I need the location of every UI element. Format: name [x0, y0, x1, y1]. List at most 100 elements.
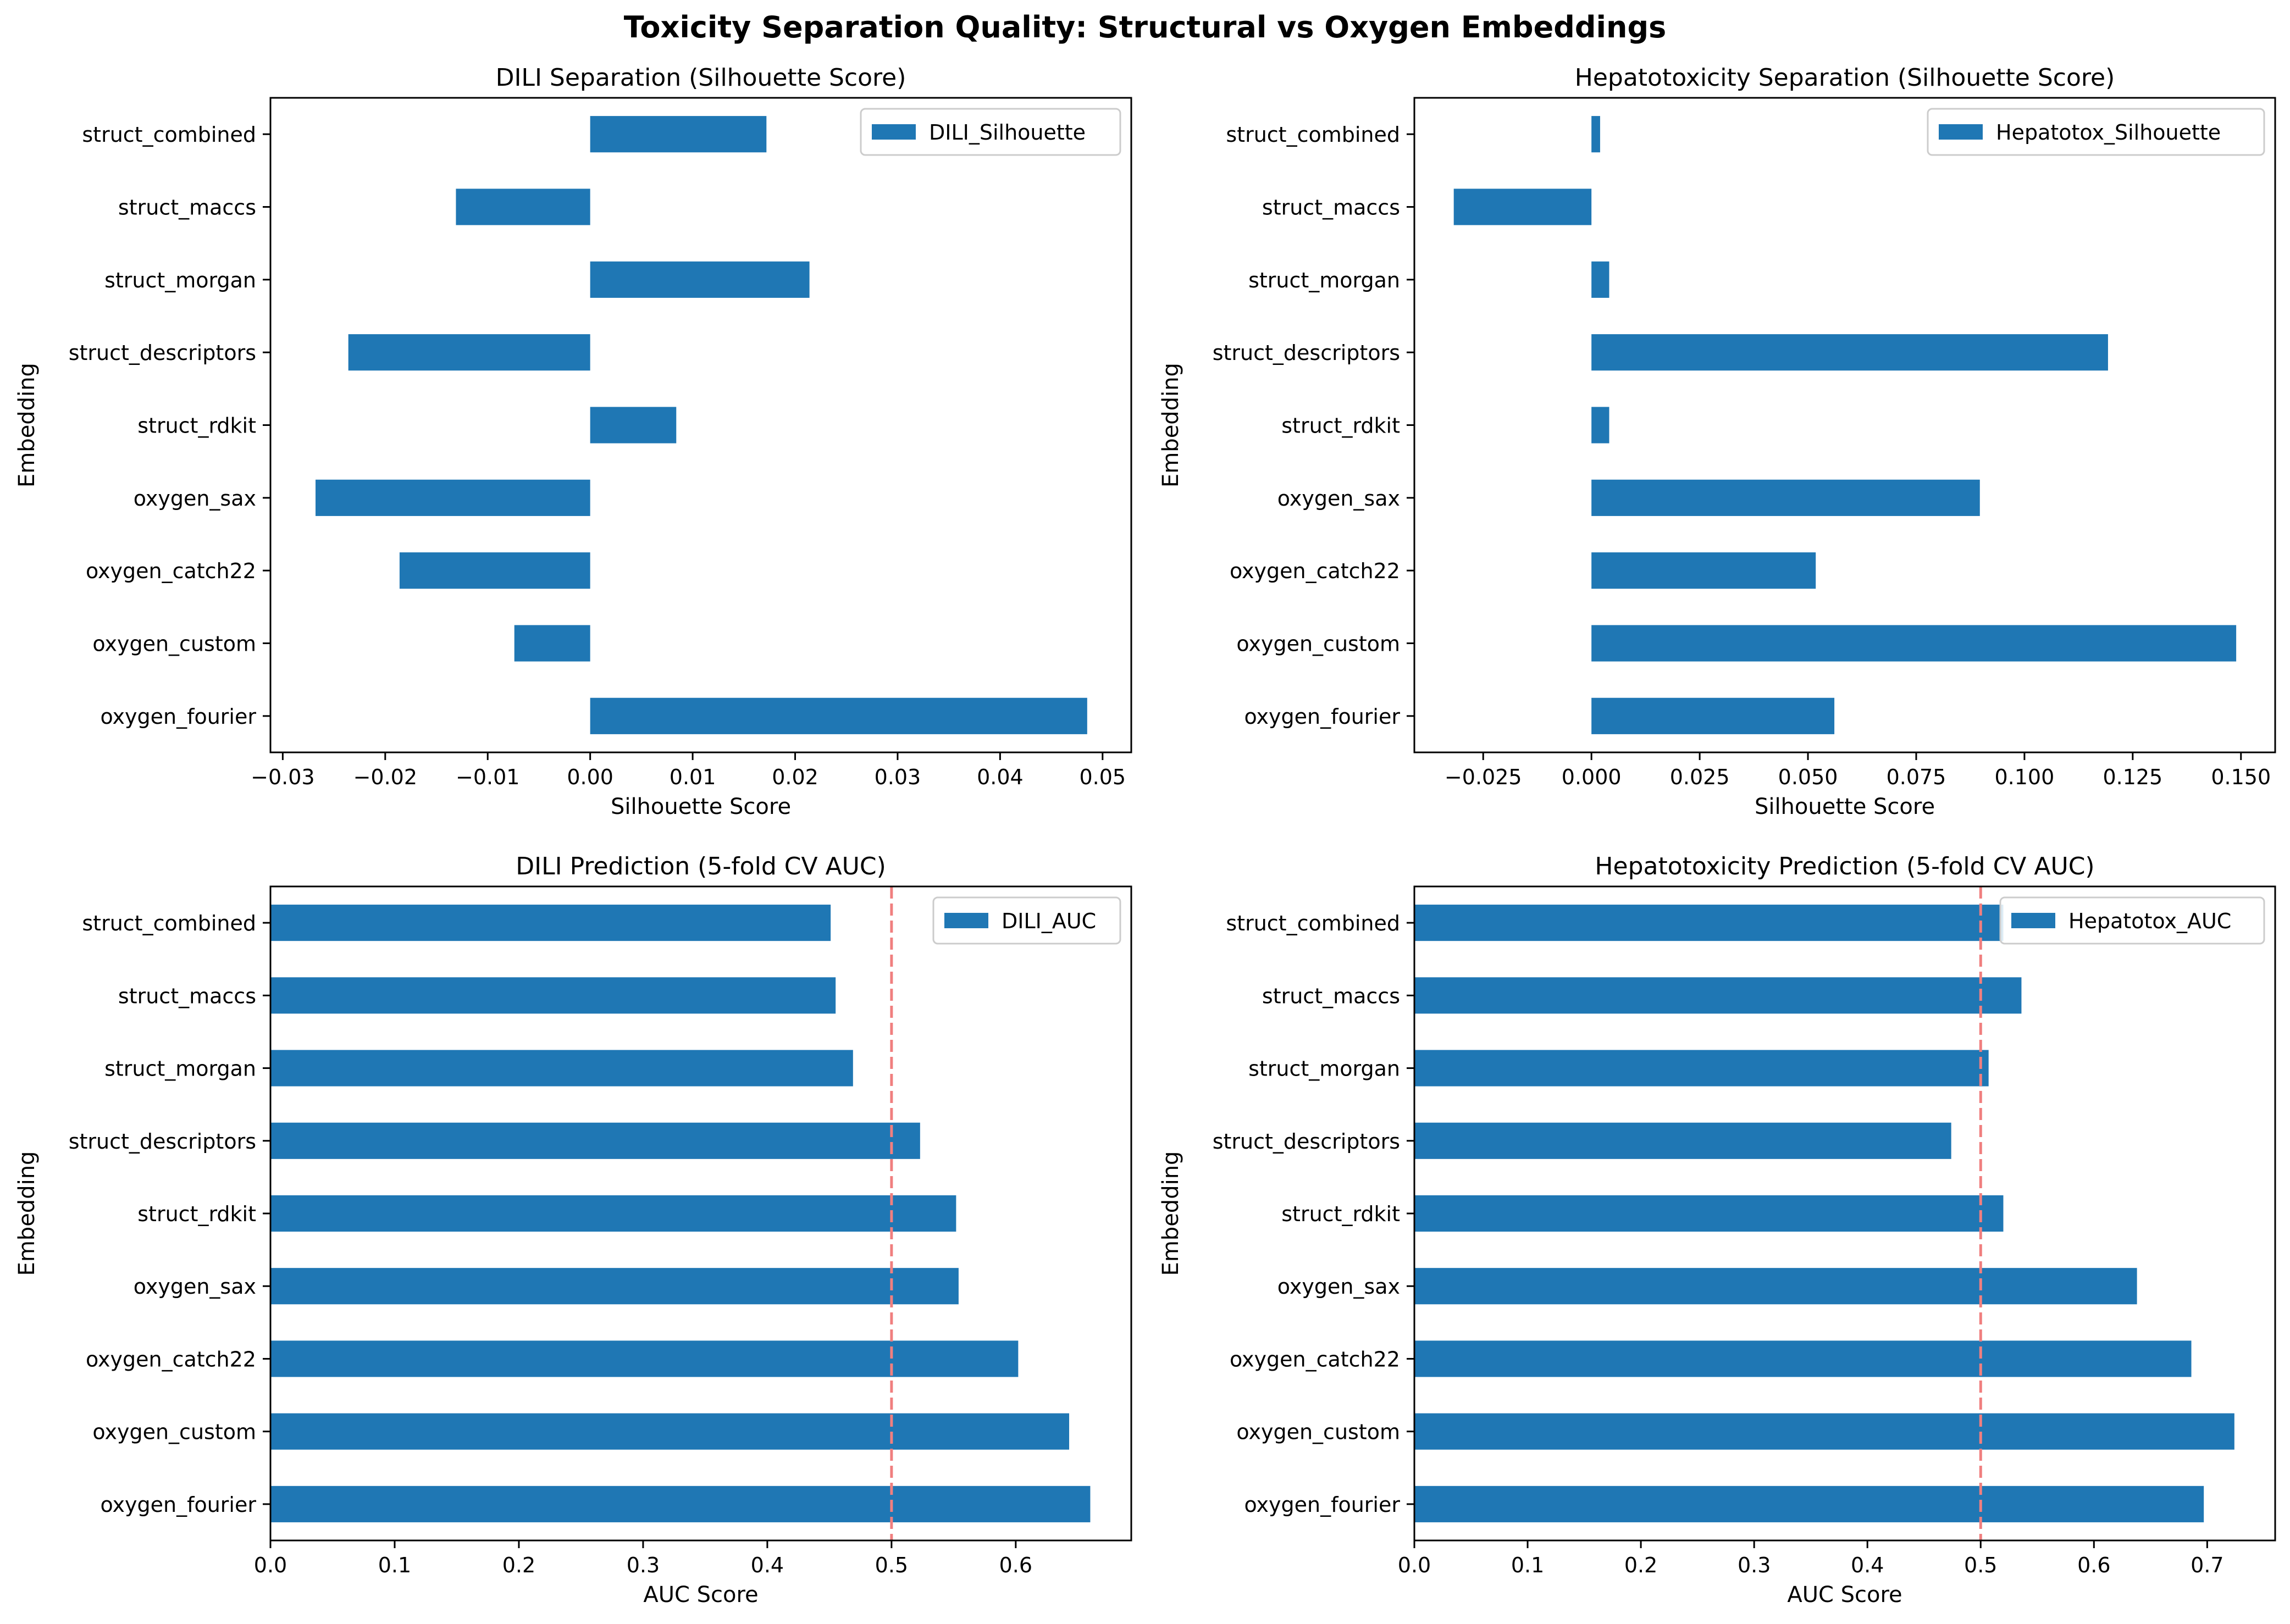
- chart-panel-dili-silhouette: DILI Separation (Silhouette Score) struct…: [14, 64, 1132, 819]
- legend-box: [1999, 896, 2265, 945]
- legend-box: [932, 896, 1121, 945]
- bar-oxygen_sax: [270, 1268, 959, 1305]
- y-tick-label-oxygen_sax: oxygen_sax: [1277, 486, 1400, 511]
- figure-title: Toxicity Separation Quality: Structural …: [624, 10, 1667, 45]
- x-tick-label: 0.01: [670, 765, 716, 789]
- legend: DILI_Silhouette: [860, 108, 1121, 156]
- x-tick-label: 0.1: [1511, 1553, 1544, 1577]
- bar-struct_descriptors: [1591, 334, 2108, 371]
- x-tick-label: 0.0: [254, 1553, 287, 1577]
- bar-oxygen_catch22: [399, 552, 590, 589]
- bar-struct_morgan: [270, 1050, 853, 1087]
- bar-struct_maccs: [270, 977, 836, 1014]
- legend-box: [860, 108, 1121, 156]
- y-tick-label-struct_morgan: struct_morgan: [104, 1057, 256, 1081]
- legend-entry: Hepatotox_AUC: [2068, 909, 2231, 933]
- x-tick-label: 0.050: [1778, 765, 1838, 789]
- bar-oxygen_catch22: [1414, 1340, 2192, 1377]
- x-tick-label: 0.4: [751, 1553, 784, 1577]
- bar-struct_combined: [1414, 905, 2004, 941]
- y-tick-label-oxygen_sax: oxygen_sax: [134, 1274, 256, 1299]
- x-tick-label: 0.03: [875, 765, 921, 789]
- bar-struct_maccs: [1414, 977, 2022, 1014]
- bar-oxygen_custom: [1591, 625, 2237, 662]
- x-tick-label: 0.2: [1624, 1553, 1657, 1577]
- y-tick-label-oxygen_sax: oxygen_sax: [1277, 1274, 1400, 1299]
- y-tick-label-oxygen_custom: oxygen_custom: [92, 1420, 256, 1444]
- x-tick-label: 0.5: [875, 1553, 908, 1577]
- y-tick-label-struct_combined: struct_combined: [82, 911, 256, 935]
- x-tick-label: 0.125: [2103, 765, 2162, 789]
- legend: DILI_AUC: [932, 896, 1121, 945]
- x-tick-label: 0.02: [772, 765, 818, 789]
- bar-struct_morgan: [1591, 261, 1609, 298]
- bar-oxygen_fourier: [270, 1486, 1091, 1522]
- y-tick-label-struct_maccs: struct_maccs: [118, 984, 256, 1008]
- bar-struct_combined: [270, 905, 831, 941]
- y-tick-label-oxygen_fourier: oxygen_fourier: [100, 705, 256, 729]
- x-tick-label: 0.150: [2211, 765, 2271, 789]
- legend-entry: DILI_AUC: [1002, 909, 1096, 933]
- chart-panel-hepatotox-auc: Hepatotoxicity Prediction (5-fold CV AUC…: [1158, 852, 2276, 1608]
- bar-oxygen_fourier: [1591, 697, 1835, 734]
- bar-oxygen_custom: [1414, 1413, 2234, 1450]
- y-tick-label-oxygen_custom: oxygen_custom: [92, 632, 256, 656]
- bar-oxygen_catch22: [1591, 552, 1816, 589]
- bar-struct_descriptors: [348, 334, 590, 371]
- y-tick-label-oxygen_catch22: oxygen_catch22: [1230, 559, 1400, 583]
- legend-swatch: [944, 913, 988, 928]
- y-tick-label-oxygen_fourier: oxygen_fourier: [1244, 1493, 1400, 1517]
- x-tick-label: 0.075: [1887, 765, 1946, 789]
- y-tick-label-oxygen_catch22: oxygen_catch22: [86, 1347, 256, 1371]
- y-tick-label-oxygen_custom: oxygen_custom: [1236, 1420, 1400, 1444]
- legend-box: [1927, 108, 2265, 156]
- y-tick-label-struct_maccs: struct_maccs: [1262, 196, 1400, 220]
- x-tick-label: 0.5: [1964, 1553, 1997, 1577]
- bar-oxygen_custom: [514, 625, 590, 662]
- x-tick-label: 0.6: [2077, 1553, 2110, 1577]
- y-tick-label-oxygen_sax: oxygen_sax: [134, 486, 256, 511]
- legend-swatch: [1939, 124, 1983, 140]
- bar-oxygen_sax: [1591, 479, 1980, 516]
- bar-struct_rdkit: [1414, 1195, 2004, 1232]
- legend-swatch: [872, 124, 916, 140]
- y-axis-label: Embedding: [1158, 1151, 1183, 1276]
- legend: Hepatotox_AUC: [1999, 896, 2265, 945]
- y-tick-label-struct_descriptors: struct_descriptors: [69, 1129, 256, 1154]
- chart-panels: DILI Separation (Silhouette Score) struct…: [14, 64, 2276, 1608]
- bar-struct_rdkit: [270, 1195, 956, 1232]
- bar-oxygen_catch22: [270, 1340, 1019, 1377]
- y-axis-label: Embedding: [1158, 363, 1183, 487]
- x-tick-label: −0.025: [1445, 765, 1522, 789]
- bar-oxygen_sax: [316, 479, 590, 516]
- bar-struct_rdkit: [590, 407, 677, 444]
- bar-oxygen_fourier: [590, 697, 1087, 734]
- bar-struct_rdkit: [1591, 407, 1609, 444]
- x-tick-label: −0.03: [251, 765, 314, 789]
- chart-title: Hepatotoxicity Prediction (5-fold CV AUC…: [1595, 852, 2094, 880]
- bar-struct_morgan: [590, 261, 810, 298]
- bar-oxygen_custom: [270, 1413, 1070, 1450]
- y-tick-label-struct_combined: struct_combined: [1226, 911, 1400, 935]
- chart-panel-dili-auc: DILI Prediction (5-fold CV AUC) struct_co…: [14, 852, 1132, 1608]
- x-tick-label: 0.7: [2191, 1553, 2223, 1577]
- y-axis-label: Embedding: [14, 1151, 40, 1276]
- y-tick-label-oxygen_catch22: oxygen_catch22: [1230, 1347, 1400, 1371]
- y-tick-label-struct_combined: struct_combined: [82, 123, 256, 147]
- y-axis-label: Embedding: [14, 363, 40, 487]
- x-axis-label: AUC Score: [643, 1582, 758, 1608]
- x-tick-label: 0.00: [567, 765, 613, 789]
- y-tick-label-struct_descriptors: struct_descriptors: [1213, 1129, 1400, 1154]
- x-tick-label: 0.025: [1670, 765, 1730, 789]
- y-tick-label-oxygen_catch22: oxygen_catch22: [86, 559, 256, 583]
- chart-title: DILI Prediction (5-fold CV AUC): [516, 852, 886, 880]
- x-tick-label: 0.100: [1995, 765, 2055, 789]
- x-tick-label: −0.02: [353, 765, 417, 789]
- y-tick-label-struct_morgan: struct_morgan: [1248, 268, 1400, 292]
- y-tick-label-struct_descriptors: struct_descriptors: [1213, 341, 1400, 365]
- y-tick-label-struct_descriptors: struct_descriptors: [69, 341, 256, 365]
- y-tick-label-oxygen_custom: oxygen_custom: [1236, 632, 1400, 656]
- y-tick-label-struct_rdkit: struct_rdkit: [1281, 414, 1400, 438]
- legend-entry: Hepatotox_Silhouette: [1996, 120, 2221, 145]
